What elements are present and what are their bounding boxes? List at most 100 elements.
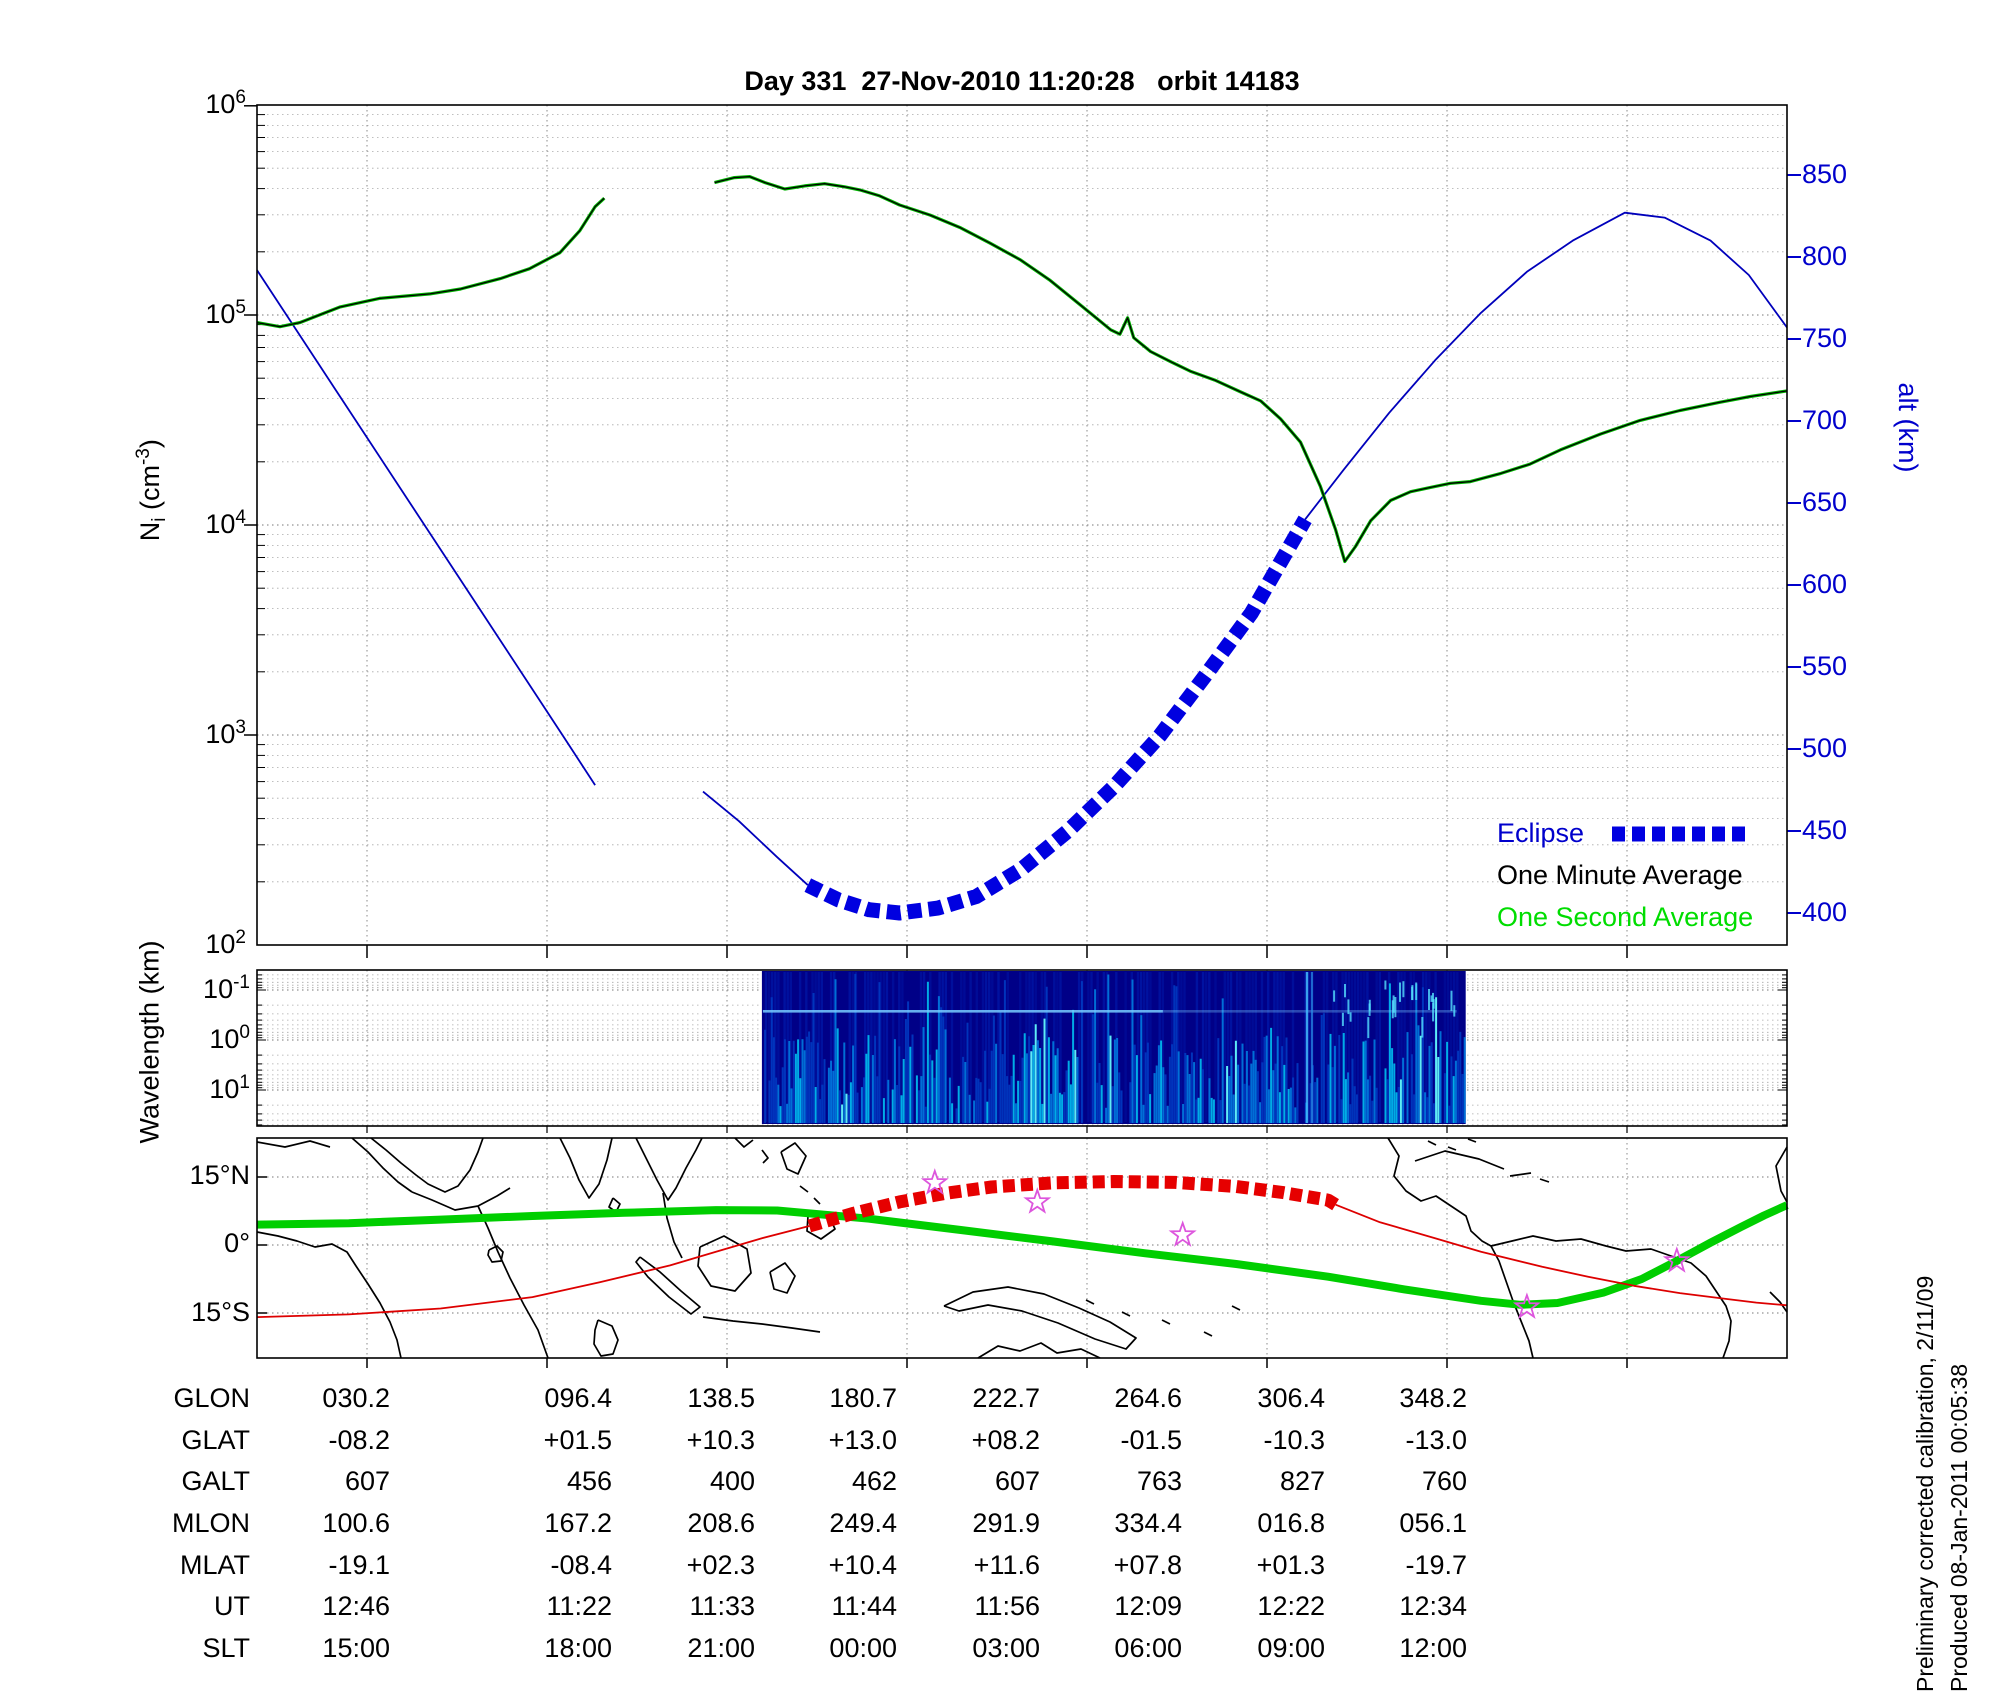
table-cell: 763 <box>1136 1466 1182 1497</box>
table-cell: -13.0 <box>1405 1424 1467 1455</box>
table-cell: -10.3 <box>1263 1424 1325 1455</box>
alt-tick-600: 600 <box>1802 569 1848 599</box>
table-cell: +11.6 <box>973 1549 1040 1580</box>
legend-one-second-label: One Second Average <box>1497 902 1754 932</box>
ephemeris-table: GLON 030.2 096.4 138.5 180.7 222.7 264.6… <box>0 1383 2000 1675</box>
table-cell: 291.9 <box>972 1508 1040 1539</box>
table-cell: 06:00 <box>1114 1633 1182 1664</box>
table-cell: -08.2 <box>328 1424 390 1455</box>
table-cell: 11:44 <box>831 1591 897 1622</box>
ni-tick-1e2: 102 <box>205 927 246 959</box>
table-cell: 306.4 <box>1257 1383 1325 1413</box>
table-cell: 12:34 <box>1399 1591 1467 1622</box>
table-cell: 249.4 <box>829 1508 897 1539</box>
table-cell: -01.5 <box>1120 1424 1182 1455</box>
alt-tick-550: 550 <box>1802 651 1848 681</box>
table-cell: 334.4 <box>1114 1508 1182 1539</box>
map-tick-15n: 15°N <box>189 1160 250 1190</box>
table-cell: 400 <box>709 1466 755 1497</box>
ni-tick-1e6: 106 <box>205 87 246 119</box>
table-cell: 016.8 <box>1257 1508 1325 1539</box>
table-cell: 827 <box>1279 1466 1325 1497</box>
table-row: MLAT -19.1 -08.4 +02.3 +10.4 +11.6 +07.8… <box>0 1550 2000 1592</box>
ni-tick-1e3: 103 <box>205 717 246 749</box>
table-cell: 607 <box>344 1466 390 1497</box>
table-cell: -19.1 <box>328 1549 390 1580</box>
alt-tick-400: 400 <box>1802 897 1848 927</box>
table-cell: 00:00 <box>829 1633 897 1664</box>
alt-tick-850: 850 <box>1802 159 1848 189</box>
row-label: GLON <box>173 1383 250 1413</box>
table-cell: 12:46 <box>322 1591 390 1622</box>
row-label: GALT <box>181 1466 250 1497</box>
table-cell: +08.2 <box>971 1424 1040 1455</box>
table-cell: +07.8 <box>1113 1549 1182 1580</box>
table-cell: 607 <box>994 1466 1040 1497</box>
alt-axis-label: alt (km) <box>1893 382 1923 473</box>
ni-tick-1e5: 105 <box>205 297 246 329</box>
table-cell: +01.5 <box>543 1424 612 1455</box>
wl-tick-1e0: 100 <box>209 1022 250 1054</box>
row-label: UT <box>214 1591 250 1622</box>
table-cell: 462 <box>851 1466 897 1497</box>
table-cell: 348.2 <box>1399 1383 1467 1413</box>
legend-eclipse-label: Eclipse <box>1497 818 1585 848</box>
table-cell: 456 <box>566 1466 612 1497</box>
row-label: GLAT <box>181 1424 250 1455</box>
calibration-note: Preliminary corrected calibration, 2/11/… <box>1912 1275 1938 1692</box>
table-cell: 11:22 <box>546 1591 612 1622</box>
table-row: GLAT -08.2 +01.5 +10.3 +13.0 +08.2 -01.5… <box>0 1425 2000 1467</box>
row-label: SLT <box>202 1633 250 1664</box>
alt-tick-800: 800 <box>1802 241 1848 271</box>
table-cell: 138.5 <box>687 1383 755 1413</box>
alt-tick-500: 500 <box>1802 733 1848 763</box>
table-cell: +10.3 <box>686 1424 755 1455</box>
table-cell: 12:22 <box>1257 1591 1325 1622</box>
table-cell: 180.7 <box>829 1383 897 1413</box>
wl-tick-1e1: 101 <box>209 1072 250 1104</box>
table-cell: 12:09 <box>1114 1591 1182 1622</box>
legend-one-minute-label: One Minute Average <box>1497 860 1743 890</box>
table-row: UT 12:46 11:22 11:33 11:44 11:56 12:09 1… <box>0 1591 2000 1633</box>
table-cell: 030.2 <box>322 1383 390 1413</box>
table-cell: 12:00 <box>1399 1633 1467 1664</box>
ni-tick-1e4: 104 <box>205 507 246 539</box>
table-cell: 100.6 <box>322 1508 390 1539</box>
table-cell: +13.0 <box>828 1424 897 1455</box>
table-cell: 18:00 <box>544 1633 612 1664</box>
table-cell: 09:00 <box>1257 1633 1325 1664</box>
table-cell: -19.7 <box>1405 1549 1467 1580</box>
alt-tick-700: 700 <box>1802 405 1848 435</box>
table-cell: 222.7 <box>972 1383 1040 1413</box>
table-cell: 11:33 <box>689 1591 755 1622</box>
table-cell: 15:00 <box>322 1633 390 1664</box>
table-row: GALT 607 456 400 462 607 763 827 760 <box>0 1466 2000 1508</box>
alt-tick-450: 450 <box>1802 815 1848 845</box>
row-label: MLAT <box>179 1549 250 1580</box>
table-cell: 056.1 <box>1399 1508 1467 1539</box>
page-title: Day 331 27-Nov-2010 11:20:28 orbit 14183 <box>744 66 1300 96</box>
table-row: MLON 100.6 167.2 208.6 249.4 291.9 334.4… <box>0 1508 2000 1550</box>
table-row: GLON 030.2 096.4 138.5 180.7 222.7 264.6… <box>0 1383 2000 1425</box>
wl-tick-1e-1: 10-1 <box>203 972 250 1004</box>
table-cell: 096.4 <box>544 1383 612 1413</box>
table-cell: 208.6 <box>687 1508 755 1539</box>
row-label: MLON <box>171 1508 250 1539</box>
table-cell: 760 <box>1421 1466 1467 1497</box>
produced-note: Produced 08-Jan-2011 00:05:38 <box>1946 1363 1972 1692</box>
table-cell: -08.4 <box>550 1549 612 1580</box>
alt-tick-650: 650 <box>1802 487 1848 517</box>
table-cell: 11:56 <box>974 1591 1040 1622</box>
alt-tick-750: 750 <box>1802 323 1848 353</box>
table-row: SLT 15:00 18:00 21:00 00:00 03:00 06:00 … <box>0 1633 2000 1675</box>
ni-axis-label: Ni (cm-3) <box>132 439 171 542</box>
wavelength-axis-label: Wavelength (km) <box>134 940 165 1144</box>
table-cell: 167.2 <box>544 1508 612 1539</box>
map-tick-0: 0° <box>224 1228 250 1258</box>
table-cell: 03:00 <box>972 1633 1040 1664</box>
table-cell: +02.3 <box>686 1549 755 1580</box>
table-cell: 21:00 <box>687 1633 755 1664</box>
table-cell: +01.3 <box>1256 1549 1325 1580</box>
